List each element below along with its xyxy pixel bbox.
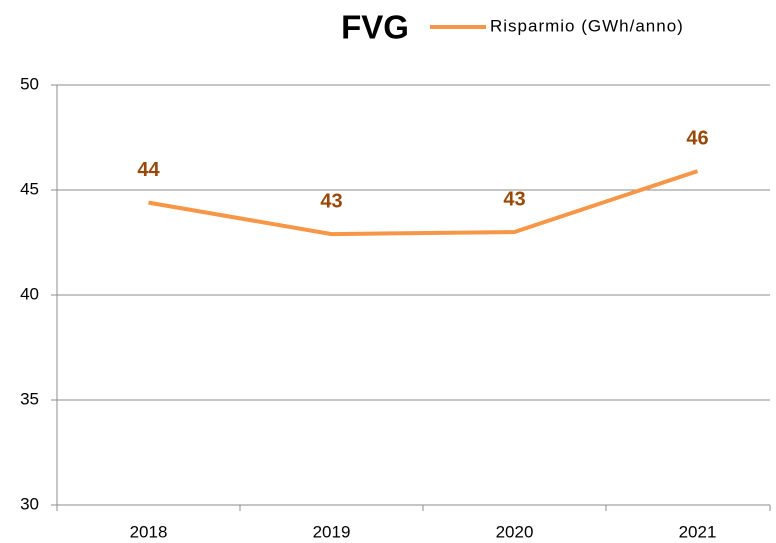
x-tick-label: 2019: [313, 522, 351, 541]
legend-label: Risparmio (GWh/anno): [490, 16, 684, 35]
y-tick-label: 50: [20, 74, 39, 93]
y-tick-label: 40: [20, 284, 39, 303]
data-label: 43: [320, 190, 342, 212]
y-tick-label: 30: [20, 494, 39, 513]
data-label: 46: [686, 127, 708, 149]
y-tick-label: 45: [20, 179, 39, 198]
chart-title: FVG: [341, 9, 409, 46]
x-tick-label: 2021: [679, 522, 717, 541]
data-label: 44: [137, 159, 160, 181]
x-tick-label: 2018: [130, 522, 168, 541]
data-label: 43: [503, 188, 525, 210]
line: [148, 169, 699, 237]
y-tick-label: 35: [20, 389, 39, 408]
x-tick-label: 2020: [496, 522, 534, 541]
